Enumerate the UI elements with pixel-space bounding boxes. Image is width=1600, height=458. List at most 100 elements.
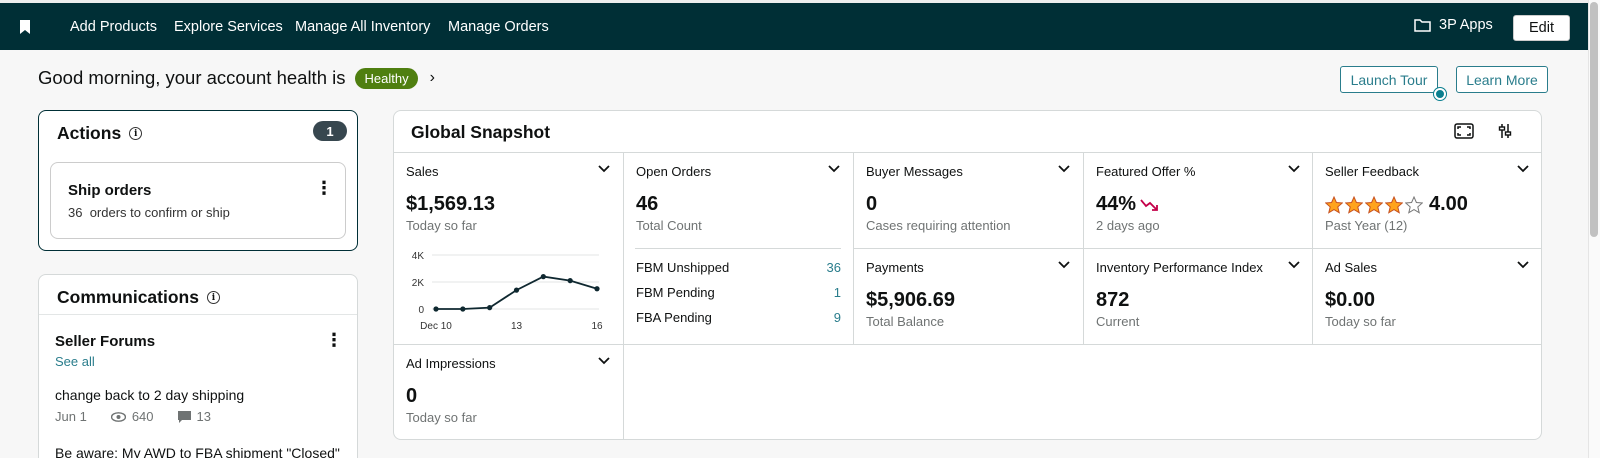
chevron-down-icon[interactable] — [597, 162, 611, 176]
sales-label: Sales — [406, 164, 439, 179]
scrollbar-thumb[interactable] — [1590, 2, 1598, 237]
forum-post-meta: Jun 1 640 13 — [55, 409, 211, 424]
chevron-down-icon[interactable] — [827, 162, 841, 176]
sales-data-point[interactable] — [433, 306, 439, 312]
settings-sliders-icon[interactable] — [1498, 123, 1512, 139]
row-value[interactable]: 9 — [833, 310, 841, 325]
nav-add-products[interactable]: Add Products — [70, 19, 158, 35]
seller-feedback-value: 4.00 — [1429, 193, 1468, 215]
sales-tile[interactable]: Sales $1,569.13 Today so far 4K 2K 0 Dec 10… — [394, 152, 623, 439]
chevron-right-icon[interactable]: › — [429, 69, 435, 86]
star-filled-icon — [1345, 195, 1363, 214]
eye-icon — [110, 411, 126, 422]
sales-data-point[interactable] — [513, 287, 520, 293]
divider — [853, 248, 1541, 249]
sales-data-point[interactable] — [487, 305, 493, 311]
account-health-greeting: Good morning, your account health is Hea… — [38, 67, 435, 89]
folder-icon — [1414, 19, 1431, 32]
chevron-down-icon[interactable] — [597, 354, 611, 368]
chevron-down-icon[interactable] — [1287, 258, 1301, 272]
edit-button[interactable]: Edit — [1513, 15, 1570, 41]
more-options-icon[interactable]: ⋮ — [315, 178, 333, 198]
seller-feedback-tile[interactable]: Seller Feedback 4.00 Past Year (12) — [1313, 152, 1541, 248]
info-icon[interactable]: i — [206, 291, 220, 304]
row-label: FBM Unshipped — [636, 260, 730, 275]
communications-title-text: Communications — [57, 287, 199, 307]
greeting-text: Good morning, your account health is — [38, 67, 346, 88]
payments-tile[interactable]: Payments $5,906.69 Total Balance — [854, 248, 1083, 344]
y-tick-label: 0 — [418, 305, 424, 316]
ship-orders-title[interactable]: Ship orders — [68, 182, 152, 199]
featured-offer-value-wrap: 44% — [1096, 193, 1160, 216]
more-options-icon[interactable]: ⋮ — [325, 330, 343, 350]
fbm-unshipped-row[interactable]: FBM Unshipped 36 — [636, 260, 841, 275]
fba-pending-row[interactable]: FBA Pending 9 — [636, 310, 841, 325]
seller-feedback-label: Seller Feedback — [1325, 164, 1419, 179]
actions-count-badge: 1 — [313, 121, 347, 141]
learn-more-button[interactable]: Learn More — [1456, 66, 1548, 93]
divider — [635, 248, 841, 249]
info-icon[interactable]: i — [129, 127, 143, 140]
launch-tour-button[interactable]: Launch Tour — [1340, 66, 1438, 93]
ad-sales-tile[interactable]: Ad Sales $0.00 Today so far — [1313, 248, 1541, 344]
chevron-down-icon[interactable] — [1516, 258, 1530, 272]
nav-manage-orders[interactable]: Manage Orders — [448, 19, 549, 35]
nav-manage-all-inventory[interactable]: Manage All Inventory — [295, 19, 431, 35]
forum-post-title[interactable]: Be aware: My AWD to FBA shipment "Closed… — [55, 445, 340, 458]
chevron-down-icon[interactable] — [1287, 162, 1301, 176]
featured-offer-sub: 2 days ago — [1096, 218, 1160, 233]
page-scrollbar[interactable] — [1588, 0, 1600, 458]
chevron-down-icon[interactable] — [1057, 162, 1071, 176]
ad-sales-sub: Today so far — [1325, 314, 1396, 329]
inventory-performance-tile[interactable]: Inventory Performance Index 872 Current — [1084, 248, 1313, 344]
actions-title-text: Actions — [57, 123, 122, 143]
global-snapshot-card: Global Snapshot Sales $1,569.13 Today so… — [393, 110, 1542, 440]
row-value[interactable]: 36 — [826, 260, 841, 275]
tour-indicator-dot — [1434, 88, 1446, 100]
ad-impressions-sub: Today so far — [406, 410, 477, 425]
chevron-down-icon[interactable] — [1057, 258, 1071, 272]
trend-down-icon — [1140, 198, 1158, 211]
ship-orders-count: 36 — [68, 205, 83, 220]
featured-offer-value: 44% — [1096, 193, 1137, 215]
buyer-messages-tile[interactable]: Buyer Messages 0 Cases requiring attenti… — [854, 152, 1083, 248]
fbm-pending-row[interactable]: FBM Pending 1 — [636, 285, 841, 300]
sales-sub: Today so far — [406, 218, 477, 233]
chevron-down-icon[interactable] — [1516, 162, 1530, 176]
see-all-link[interactable]: See all — [55, 354, 95, 369]
fullscreen-icon[interactable] — [1454, 123, 1474, 139]
sales-data-point[interactable] — [540, 274, 546, 280]
nav-explore-services[interactable]: Explore Services — [174, 19, 283, 35]
seller-feedback-value-wrap: 4.00 — [1325, 193, 1468, 216]
seller-feedback-sub: Past Year (12) — [1325, 218, 1408, 233]
payments-label: Payments — [866, 260, 924, 275]
row-value[interactable]: 1 — [833, 285, 841, 300]
divider — [1083, 152, 1084, 344]
open-orders-tile[interactable]: Open Orders 46 Total Count FBM Unshipped… — [624, 152, 853, 344]
sales-data-point[interactable] — [460, 306, 466, 312]
star-filled-icon — [1385, 195, 1403, 214]
sales-data-point[interactable] — [567, 278, 573, 284]
payments-sub: Total Balance — [866, 314, 945, 329]
ad-sales-label: Ad Sales — [1325, 260, 1378, 275]
ipi-label: Inventory Performance Index — [1096, 260, 1263, 275]
ship-orders-item[interactable]: Ship orders 36 orders to confirm or ship… — [50, 162, 346, 239]
communications-card: Communications i Seller Forums ⋮ See all… — [38, 274, 358, 458]
star-rating — [1325, 195, 1423, 214]
seller-forums-title: Seller Forums — [55, 333, 156, 350]
featured-offer-tile[interactable]: Featured Offer % 44% 2 days ago — [1084, 152, 1313, 248]
sales-data-point[interactable] — [594, 286, 600, 292]
3p-apps-link[interactable]: 3P Apps — [1414, 17, 1493, 33]
star-empty-icon — [1405, 195, 1423, 214]
divider — [853, 152, 854, 344]
sales-series-line — [436, 275, 598, 310]
actions-title: Actions i — [57, 123, 143, 144]
post-views: 640 — [131, 409, 154, 424]
forum-post-title[interactable]: change back to 2 day shipping — [55, 387, 245, 403]
divider — [39, 314, 357, 315]
buyer-messages-sub: Cases requiring attention — [866, 218, 1011, 233]
health-status-badge[interactable]: Healthy — [355, 67, 418, 89]
ad-impressions-tile[interactable]: Ad Impressions 0 Today so far — [394, 344, 623, 439]
bookmark-icon[interactable] — [20, 20, 30, 34]
actions-card: Actions i 1 Ship orders 36 orders to con… — [38, 110, 358, 251]
